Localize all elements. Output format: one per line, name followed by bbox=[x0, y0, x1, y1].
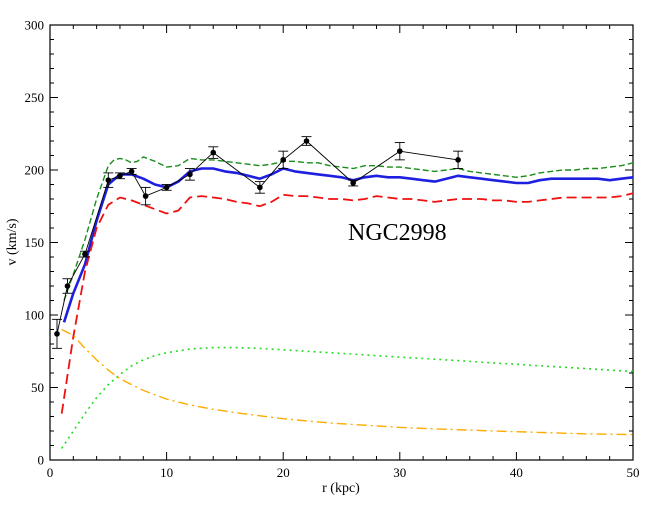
x-tick-label: 0 bbox=[47, 465, 54, 480]
data-point bbox=[54, 331, 60, 337]
data-point bbox=[82, 251, 88, 257]
series-line-dashed-long bbox=[60, 192, 634, 414]
x-tick-label: 20 bbox=[277, 465, 290, 480]
series-line-dotted bbox=[61, 346, 634, 449]
y-tick-label: 0 bbox=[38, 453, 45, 468]
data-point bbox=[350, 180, 356, 186]
y-tick-label: 150 bbox=[25, 235, 45, 250]
observed-line bbox=[56, 140, 459, 334]
data-point bbox=[187, 171, 193, 178]
series-line-solid-thick bbox=[62, 167, 634, 323]
x-tick-label: 10 bbox=[160, 465, 173, 480]
data-point bbox=[128, 168, 135, 175]
x-tick-label: 30 bbox=[393, 465, 406, 480]
y-tick-label: 300 bbox=[25, 18, 45, 33]
x-axis-label: r (kpc) bbox=[322, 481, 360, 496]
data-point bbox=[455, 157, 461, 163]
data-point bbox=[117, 173, 123, 179]
y-tick-label: 200 bbox=[25, 163, 45, 178]
data-point bbox=[142, 193, 149, 199]
observed-data-layer bbox=[51, 136, 464, 349]
ticks-layer: 0 10 20 30 40 50 0 50 100 150 200 250 300 bbox=[25, 18, 640, 481]
data-point bbox=[397, 148, 403, 154]
y-tick-label: 100 bbox=[25, 308, 45, 323]
series-line-dashed bbox=[63, 156, 634, 301]
data-point bbox=[303, 138, 310, 144]
y-tick-label: 50 bbox=[31, 380, 44, 395]
plot-frame bbox=[49, 24, 634, 461]
data-point bbox=[64, 283, 71, 289]
series-line-dash-dot bbox=[61, 328, 634, 436]
data-point bbox=[257, 184, 263, 191]
x-tick-label: 40 bbox=[510, 465, 523, 480]
data-point bbox=[163, 184, 170, 191]
data-point bbox=[280, 157, 287, 163]
x-tick-label: 50 bbox=[627, 465, 640, 480]
data-point bbox=[105, 177, 112, 183]
series-layer bbox=[60, 156, 634, 449]
y-tick-label: 250 bbox=[25, 90, 45, 105]
data-point bbox=[210, 149, 217, 156]
y-axis-label: v (km/s) bbox=[5, 218, 20, 265]
galaxy-name-annotation: NGC2998 bbox=[348, 220, 447, 246]
